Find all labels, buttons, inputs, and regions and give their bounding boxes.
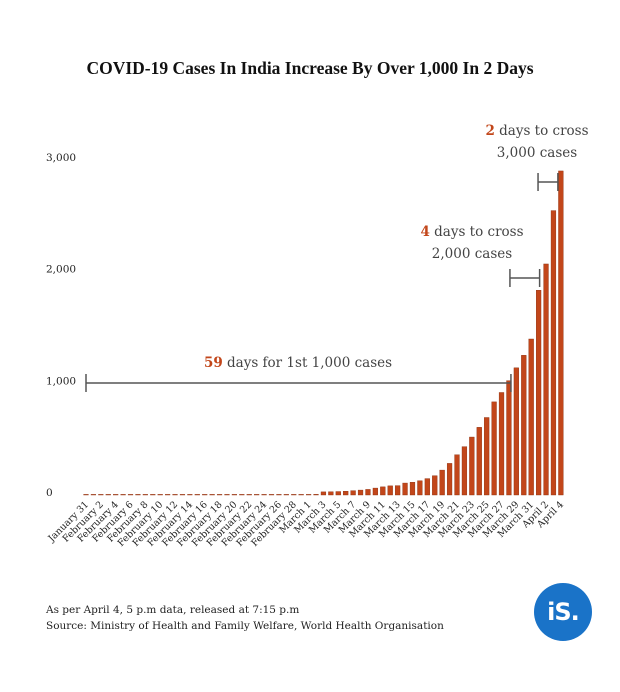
bar — [536, 290, 542, 496]
bar — [172, 494, 178, 496]
bar — [469, 436, 475, 496]
annotation-text: days for 1st 1,000 cases — [223, 355, 392, 371]
bar — [239, 494, 245, 496]
annotation-label: 59 days for 1st 1,000 cases — [204, 355, 392, 371]
bar — [484, 417, 490, 496]
bar — [113, 494, 119, 496]
bar — [165, 494, 171, 496]
annotation-highlight: 2 — [485, 123, 494, 139]
bar — [216, 494, 223, 496]
bar — [261, 494, 267, 496]
bar — [298, 494, 304, 496]
bar — [246, 494, 252, 496]
annotation-label: 4 days to cross — [420, 224, 523, 240]
bar — [254, 494, 260, 496]
bar — [506, 380, 512, 496]
bar — [187, 494, 193, 496]
bar — [446, 463, 453, 496]
bar — [543, 263, 549, 496]
bar — [306, 494, 312, 496]
bar — [90, 494, 97, 496]
y-tick-label: 1,000 — [46, 375, 76, 387]
bar — [224, 494, 230, 496]
bar — [558, 170, 564, 496]
bar — [202, 494, 208, 496]
bar — [387, 485, 393, 496]
bar — [409, 482, 416, 496]
bar — [283, 494, 289, 496]
bar — [491, 401, 497, 496]
annotation-highlight: 4 — [420, 224, 429, 240]
bar — [313, 494, 319, 496]
bar — [291, 494, 297, 496]
data-note: As per April 4, 5 p.m data, released at … — [46, 604, 300, 616]
bar — [120, 494, 126, 496]
bar — [98, 494, 104, 496]
bar — [513, 367, 519, 496]
annotation-label-line2: 2,000 cases — [432, 246, 512, 262]
annotation-label-line2: 3,000 cases — [497, 145, 577, 161]
bar — [343, 491, 349, 496]
bar — [461, 446, 468, 496]
bar — [528, 338, 534, 496]
source-note: Source: Ministry of Health and Family We… — [46, 620, 444, 632]
y-tick-label: 2,000 — [46, 264, 76, 276]
bar — [320, 491, 327, 496]
chart-title: COVID-19 Cases In India Increase By Over… — [86, 58, 534, 78]
y-tick-label: 0 — [46, 487, 53, 499]
bar — [424, 478, 430, 496]
bar — [350, 490, 356, 496]
bar — [105, 494, 111, 496]
bar — [395, 485, 401, 496]
bar — [328, 491, 334, 496]
bar — [142, 494, 148, 496]
bar — [357, 489, 364, 496]
bar — [335, 491, 341, 496]
y-tick-label: 3,000 — [46, 152, 76, 164]
bar — [157, 494, 163, 496]
bar — [83, 494, 89, 496]
bar — [476, 427, 482, 496]
bar — [135, 494, 141, 496]
bar — [432, 475, 438, 496]
bar — [231, 494, 238, 496]
bar — [380, 486, 386, 496]
bar — [365, 489, 371, 496]
bar — [194, 494, 200, 496]
brand-logo: iS. — [534, 583, 592, 641]
bar — [268, 494, 275, 496]
annotation-text: days to cross — [430, 224, 524, 240]
bar — [372, 487, 378, 496]
annotation-highlight: 59 — [204, 355, 223, 371]
bar — [417, 480, 423, 496]
bar — [150, 494, 156, 496]
bar — [209, 494, 215, 496]
bar — [402, 482, 408, 496]
bar — [179, 494, 186, 496]
annotation-label: 2 days to cross — [485, 123, 588, 139]
bar — [550, 210, 557, 496]
bar — [276, 494, 282, 496]
annotation-text: days to cross — [495, 123, 589, 139]
bar — [439, 469, 445, 496]
bar — [521, 355, 527, 496]
bar — [454, 454, 460, 496]
bar — [498, 392, 505, 496]
bar — [127, 494, 134, 496]
